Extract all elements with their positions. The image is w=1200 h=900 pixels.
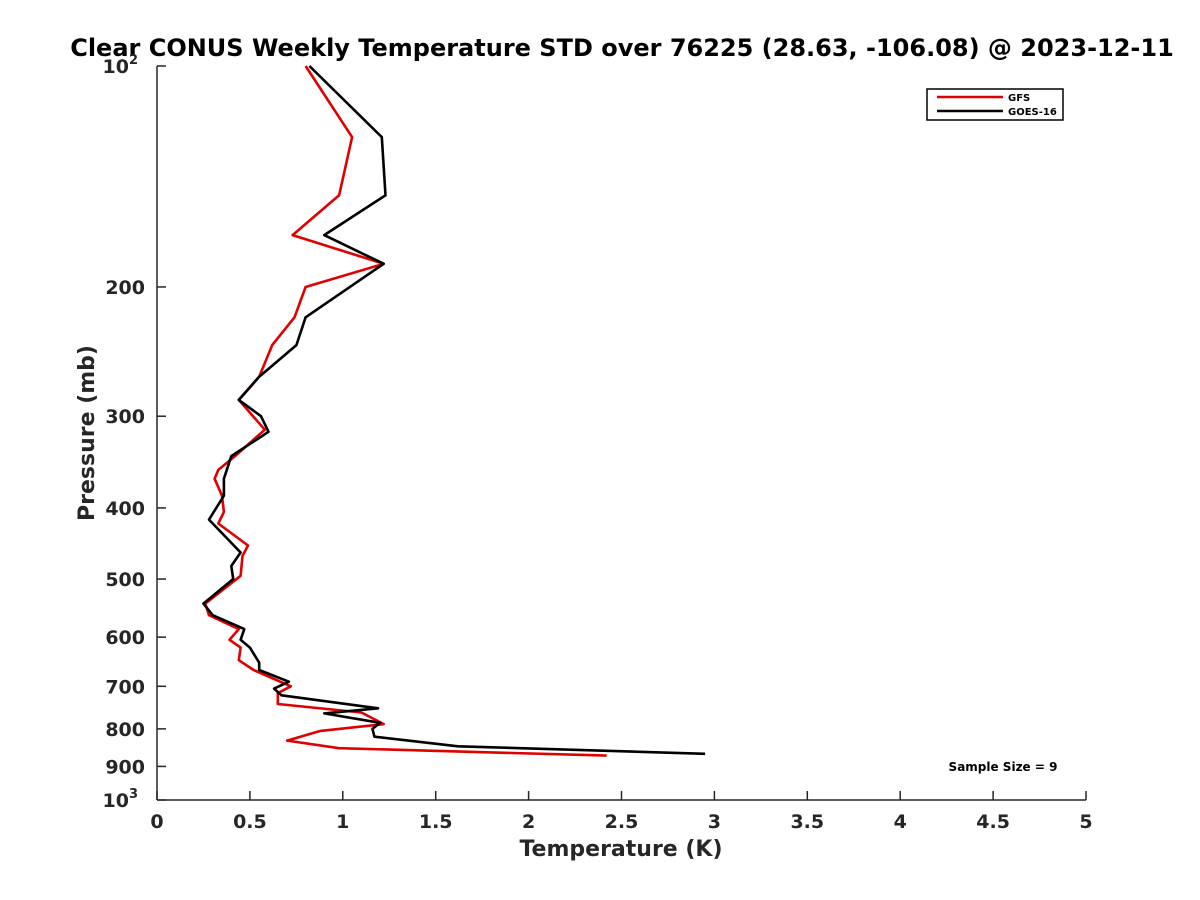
y-tick-label: 900 [105, 756, 145, 778]
x-tick-label: 4 [894, 811, 907, 833]
y-tick-base: 600 [105, 627, 145, 649]
y-tick-base: 10 [103, 56, 129, 78]
y-tick-base: 900 [105, 756, 145, 778]
y-tick-base: 200 [105, 277, 145, 299]
series-line-goes-16 [202, 65, 706, 756]
x-tick-label: 5 [1079, 811, 1092, 833]
x-tick-label: 1 [336, 811, 349, 833]
x-tick-label: 0 [150, 811, 163, 833]
x-tick-label: 1.5 [419, 811, 453, 833]
legend-label: GFS [1008, 93, 1030, 104]
legend-box [926, 88, 1064, 121]
x-tick-label: 2 [522, 811, 535, 833]
y-tick-base: 400 [105, 498, 145, 520]
x-axis-ticks: 0 0.5 1 1.5 2 2.5 3 3.5 4 4.5 5 [150, 791, 1093, 833]
y-tick-base: 500 [105, 569, 145, 591]
y-tick-label: 400 [105, 498, 145, 520]
sample-size-annotation: Sample Size = 9 [949, 760, 1058, 774]
y-tick-label: 103 [103, 787, 139, 812]
x-axis-label: Temperature (K) [519, 837, 722, 862]
legend: GFS GOES-16 [926, 88, 1064, 121]
x-tick-label: 3.5 [790, 811, 824, 833]
y-tick-label: 200 [105, 277, 145, 299]
x-tick-label: 3 [708, 811, 721, 833]
plot-axes [156, 66, 1086, 801]
y-tick-base: 800 [105, 719, 145, 741]
y-tick-label: 500 [105, 569, 145, 591]
x-tick-label: 2.5 [605, 811, 639, 833]
y-tick-exponent: 2 [129, 53, 138, 68]
y-tick-base: 10 [103, 790, 129, 812]
y-tick-base: 700 [105, 676, 145, 698]
y-tick-label: 800 [105, 719, 145, 741]
x-tick-label: 0.5 [233, 811, 267, 833]
y-tick-exponent: 3 [129, 787, 138, 802]
y-tick-base: 300 [105, 406, 145, 428]
series-layer [202, 65, 706, 757]
y-tick-label: 700 [105, 676, 145, 698]
legend-label: GOES-16 [1008, 107, 1057, 118]
y-tick-label: 600 [105, 627, 145, 649]
x-tick-label: 4.5 [976, 811, 1010, 833]
y-tick-label: 102 [103, 53, 139, 78]
series-line-gfs [204, 65, 607, 757]
y-axis-label: Pressure (mb) [75, 345, 100, 521]
chart-title: Clear CONUS Weekly Temperature STD over … [70, 34, 1174, 62]
y-tick-label: 300 [105, 406, 145, 428]
